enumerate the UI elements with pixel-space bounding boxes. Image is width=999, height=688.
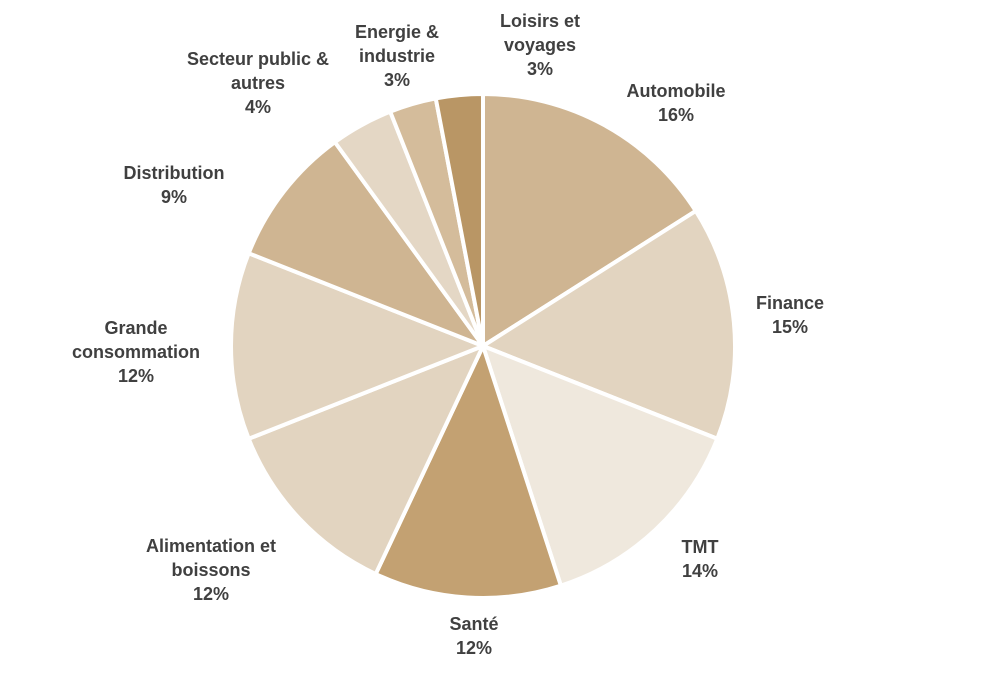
value-label: 15%	[771, 317, 809, 337]
value-label: 12%	[192, 584, 230, 604]
value-label: 4%	[244, 97, 271, 117]
pie-slice	[481, 208, 737, 441]
slice-label: Grande consommation 12%	[56, 316, 216, 388]
value-label: 14%	[681, 561, 719, 581]
category-label: Santé	[449, 614, 499, 634]
category-label: Grande consommation	[71, 318, 200, 362]
slice-label: Loisirs et voyages 3%	[485, 9, 595, 81]
category-label: Secteur public & autres	[186, 49, 330, 93]
category-label: TMT	[681, 537, 719, 557]
pie-slice	[373, 344, 563, 600]
pie-slice	[229, 251, 485, 441]
slice-label: Santé 12%	[424, 612, 524, 660]
value-label: 3%	[383, 70, 410, 90]
category-label: Automobile	[626, 81, 726, 101]
pie-slice	[246, 140, 485, 348]
category-label: Finance	[755, 293, 825, 313]
slice-label: Alimentation et boissons 12%	[124, 534, 299, 606]
pie-slice	[433, 92, 485, 348]
slice-label: Energie & industrie 3%	[342, 20, 452, 92]
pie-slice	[481, 92, 698, 348]
category-label: Alimentation et boissons	[145, 536, 276, 580]
value-label: 3%	[526, 59, 553, 79]
value-label: 9%	[160, 187, 187, 207]
value-label: 12%	[117, 366, 155, 386]
slice-label: Secteur public & autres 4%	[171, 47, 346, 119]
slice-label: TMT 14%	[650, 535, 750, 583]
value-label: 12%	[455, 638, 493, 658]
category-label: Distribution	[123, 163, 225, 183]
value-label: 16%	[657, 105, 695, 125]
slice-label: Finance 15%	[710, 291, 870, 339]
slice-label: Automobile 16%	[596, 79, 756, 127]
pie-slice	[246, 344, 485, 577]
category-label: Energie & industrie	[354, 22, 440, 66]
category-label: Loisirs et voyages	[499, 11, 581, 55]
slice-label: Distribution 9%	[94, 161, 254, 209]
